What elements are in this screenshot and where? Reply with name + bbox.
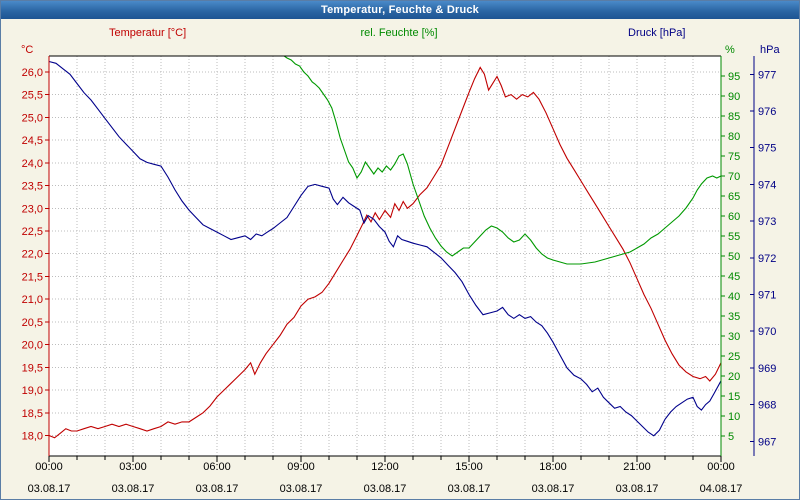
date-label: 03.08.17 <box>532 483 575 495</box>
svg-text:972: 972 <box>758 253 776 265</box>
svg-text:967: 967 <box>758 436 776 448</box>
svg-text:969: 969 <box>758 363 776 375</box>
svg-text:26,0: 26,0 <box>22 67 43 79</box>
date-label: 03.08.17 <box>28 483 71 495</box>
svg-text:00:00: 00:00 <box>707 461 735 473</box>
svg-text:22,5: 22,5 <box>22 226 43 238</box>
svg-text:15: 15 <box>728 391 740 403</box>
svg-text:50: 50 <box>728 251 740 263</box>
date-label: 03.08.17 <box>196 483 239 495</box>
svg-text:10: 10 <box>728 411 740 423</box>
svg-text:95: 95 <box>728 71 740 83</box>
svg-text:22,0: 22,0 <box>22 249 43 261</box>
svg-text:24,5: 24,5 <box>22 135 43 147</box>
svg-text:75: 75 <box>728 151 740 163</box>
svg-text:20,0: 20,0 <box>22 340 43 352</box>
legend-pressure: Druck [hPa] <box>628 27 686 39</box>
svg-text:977: 977 <box>758 69 776 81</box>
window-title: Temperatur, Feuchte & Druck <box>320 4 479 16</box>
svg-text:20: 20 <box>728 371 740 383</box>
svg-text:55: 55 <box>728 231 740 243</box>
svg-text:21:00: 21:00 <box>623 461 651 473</box>
svg-text:65: 65 <box>728 191 740 203</box>
date-label: 03.08.17 <box>280 483 323 495</box>
svg-text:21,0: 21,0 <box>22 294 43 306</box>
svg-text:18,0: 18,0 <box>22 431 43 443</box>
svg-text:5: 5 <box>728 431 734 443</box>
legend-temperature: Temperatur [°C] <box>109 27 187 39</box>
date-label: 03.08.17 <box>616 483 659 495</box>
pressure-tick-labels: 967 968 969 970 971 972 973 974 975 976 977 <box>750 69 776 448</box>
svg-text:975: 975 <box>758 143 776 155</box>
svg-text:15:00: 15:00 <box>455 461 483 473</box>
x-axis-labels: 00:00 03.08.17 03:00 03.08.17 06:00 03.08.17 0… <box>28 461 743 495</box>
svg-text:09:00: 09:00 <box>287 461 315 473</box>
date-label: 03.08.17 <box>448 483 491 495</box>
svg-text:18:00: 18:00 <box>539 461 567 473</box>
date-label: 03.08.17 <box>112 483 155 495</box>
temperature-line <box>48 66 722 439</box>
svg-text:19,0: 19,0 <box>22 385 43 397</box>
svg-text:18,5: 18,5 <box>22 408 43 420</box>
svg-text:00:00: 00:00 <box>35 461 63 473</box>
horizontal-gridlines <box>49 71 721 436</box>
svg-text:973: 973 <box>758 216 776 228</box>
svg-text:25,0: 25,0 <box>22 112 43 124</box>
svg-text:80: 80 <box>728 131 740 143</box>
svg-text:970: 970 <box>758 326 776 338</box>
x-axis-ticks <box>48 456 722 462</box>
humidity-line <box>283 55 722 265</box>
svg-text:23,0: 23,0 <box>22 203 43 215</box>
svg-text:60: 60 <box>728 211 740 223</box>
svg-text:12:00: 12:00 <box>371 461 399 473</box>
pressure-line <box>48 60 722 437</box>
legend-humidity: rel. Feuchte [%] <box>360 27 438 39</box>
svg-text:85: 85 <box>728 111 740 123</box>
window-titlebar[interactable]: Temperatur, Feuchte & Druck <box>1 1 799 19</box>
svg-text:90: 90 <box>728 91 740 103</box>
svg-text:45: 45 <box>728 271 740 283</box>
date-label: 03.08.17 <box>364 483 407 495</box>
pressure-axis-unit-label: hPa <box>760 44 780 56</box>
chart-canvas: 18,0 18,5 19,0 19,5 20,0 20,5 21,0 21,5 22,0 22,5… <box>22 55 776 495</box>
humidity-axis-unit-label: % <box>725 44 735 56</box>
svg-text:19,5: 19,5 <box>22 362 43 374</box>
svg-text:976: 976 <box>758 106 776 118</box>
vertical-gridlines <box>76 56 694 456</box>
svg-text:971: 971 <box>758 290 776 302</box>
svg-text:30: 30 <box>728 331 740 343</box>
svg-text:40: 40 <box>728 291 740 303</box>
svg-text:21,5: 21,5 <box>22 272 43 284</box>
left-axis-unit-label: °C <box>21 44 34 56</box>
temperature-tick-labels: 18,0 18,5 19,0 19,5 20,0 20,5 21,0 21,5 22,0 22,5… <box>22 67 49 443</box>
svg-text:25,5: 25,5 <box>22 90 43 102</box>
svg-text:23,5: 23,5 <box>22 181 43 193</box>
svg-text:70: 70 <box>728 171 740 183</box>
svg-text:03:00: 03:00 <box>119 461 147 473</box>
svg-text:25: 25 <box>728 351 740 363</box>
svg-text:35: 35 <box>728 311 740 323</box>
svg-text:06:00: 06:00 <box>203 461 231 473</box>
chart-area: Temperatur [°C] rel. Feuchte [%] Druck [… <box>1 19 799 499</box>
svg-text:974: 974 <box>758 179 776 191</box>
svg-text:24,0: 24,0 <box>22 158 43 170</box>
date-label: 04.08.17 <box>700 483 743 495</box>
svg-text:20,5: 20,5 <box>22 317 43 329</box>
svg-text:968: 968 <box>758 400 776 412</box>
humidity-tick-labels: 5 10 15 20 25 30 35 40 45 50 55 60 65 70 75 80 85 90 95 <box>721 71 740 443</box>
